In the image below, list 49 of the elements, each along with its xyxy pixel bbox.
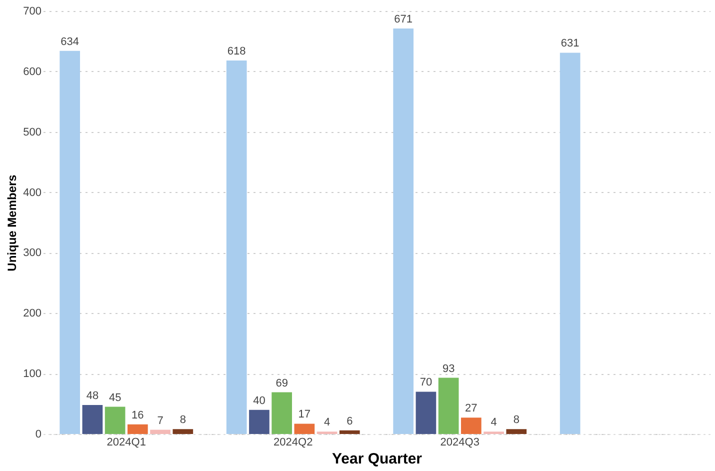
bar — [339, 430, 360, 434]
data-label: 634 — [60, 36, 80, 48]
bar — [416, 392, 436, 434]
data-label: 27 — [465, 402, 478, 415]
x-axis-title: Year Quarter — [332, 450, 422, 468]
bar — [172, 429, 194, 434]
bar — [560, 52, 580, 434]
data-label: 93 — [442, 362, 455, 375]
bar — [82, 404, 103, 434]
bar — [393, 28, 414, 434]
y-tick-label: 200 — [23, 308, 42, 320]
bar — [128, 424, 148, 434]
bar — [60, 50, 80, 434]
y-tick-label: 700 — [23, 6, 42, 18]
bar — [249, 410, 270, 434]
y-tick-label: 400 — [23, 186, 42, 199]
bar — [294, 424, 315, 434]
y-axis-title: Unique Members — [5, 174, 20, 272]
x-tick-label: 2024Q3 — [440, 436, 480, 448]
y-tick-label: 100 — [23, 368, 42, 380]
data-label: 69 — [276, 377, 288, 390]
bar — [226, 60, 247, 434]
bar — [272, 392, 292, 434]
data-label: 4 — [490, 416, 497, 429]
bar — [104, 406, 126, 434]
data-label: 631 — [560, 38, 580, 50]
data-label: 16 — [132, 409, 144, 422]
bar — [461, 418, 482, 434]
bar — [506, 429, 527, 434]
y-tick-label: 500 — [23, 126, 42, 138]
y-tick-label: 600 — [23, 66, 42, 78]
data-label: 70 — [420, 376, 432, 389]
bar — [438, 378, 459, 434]
data-label: 6 — [346, 415, 353, 428]
data-label: 618 — [227, 46, 246, 58]
data-label: 671 — [394, 14, 413, 26]
data-label: 45 — [108, 392, 122, 404]
data-label: 4 — [324, 416, 330, 429]
data-label: 8 — [180, 414, 186, 426]
y-tick-label: 0 — [35, 428, 42, 440]
x-tick-label: 2024Q1 — [106, 436, 146, 448]
x-tick-label: 2024Q2 — [274, 436, 313, 448]
data-label: 8 — [513, 414, 520, 426]
y-tick-label: 300 — [23, 247, 42, 260]
data-label: 48 — [86, 390, 99, 402]
data-label: 40 — [253, 394, 266, 407]
data-label: 17 — [298, 408, 311, 421]
bar — [150, 430, 170, 434]
data-label: 7 — [157, 414, 164, 427]
